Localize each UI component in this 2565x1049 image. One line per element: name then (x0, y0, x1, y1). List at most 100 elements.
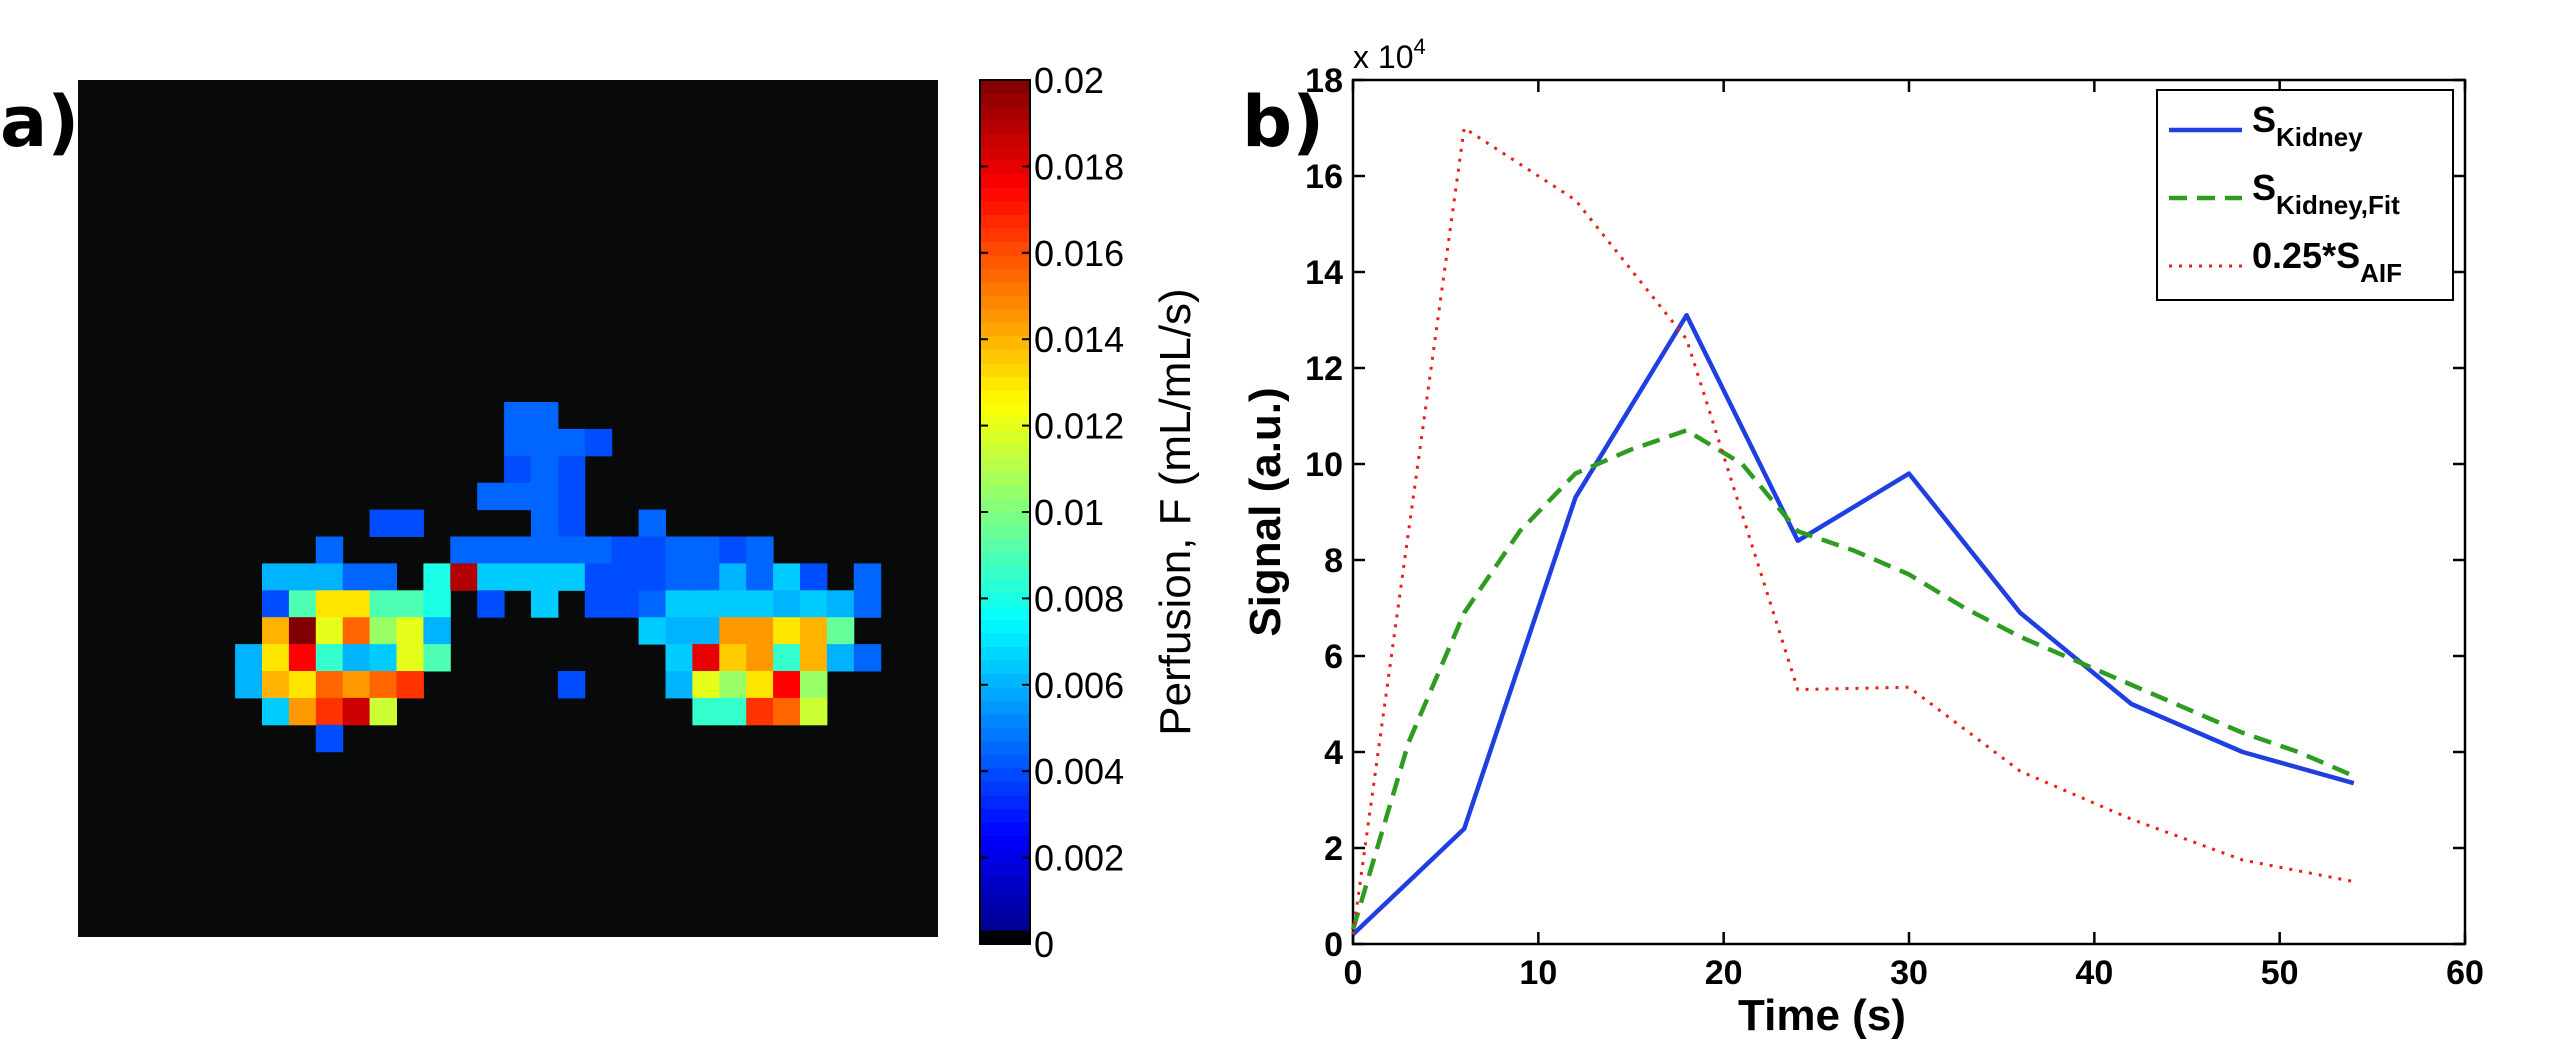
heatmap-cell (504, 563, 532, 591)
colorbar-segment (980, 296, 1030, 311)
colorbar-segment (980, 822, 1030, 837)
colorbar-segment (980, 647, 1030, 662)
heatmap-cell (800, 644, 828, 672)
heatmap-cell (800, 563, 828, 591)
heatmap-cell (665, 617, 693, 645)
colorbar-segment (980, 471, 1030, 486)
heatmap-cell (531, 402, 559, 430)
colorbar-segment (980, 458, 1030, 473)
heatmap-cell (342, 563, 371, 591)
heatmap-cell (369, 644, 397, 672)
heatmap-cell (315, 617, 344, 645)
heatmap-cell (584, 428, 613, 457)
colorbar-segment (980, 566, 1030, 581)
heatmap-cell (557, 455, 586, 484)
colorbar-segment (980, 485, 1030, 500)
heatmap-cell (504, 402, 532, 430)
colorbar-segment (980, 107, 1030, 122)
x-tick-label: 20 (1705, 954, 1743, 992)
heatmap-cell (288, 617, 317, 645)
colorbar-segment (980, 161, 1030, 176)
line-plot: 0 10 20 30 40 50 60024681012141618SKidneySKidn… (1305, 62, 2484, 992)
heatmap-cell (773, 697, 801, 726)
heatmap-cell (746, 617, 774, 645)
heatmap-cell (262, 590, 290, 618)
heatmap-cell (611, 590, 640, 618)
heatmap-cell (773, 671, 801, 699)
colorbar-tick-label: 0.01 (1034, 492, 1104, 533)
colorbar-segment (980, 660, 1030, 675)
heatmap-cell (719, 697, 747, 726)
heatmap-cells (235, 402, 882, 753)
heatmap-cell (315, 644, 344, 672)
heatmap-cell (531, 509, 559, 537)
colorbar-segment (980, 201, 1030, 216)
heatmap-cell (396, 644, 424, 672)
colorbar-segment (980, 174, 1030, 189)
colorbar-segment (980, 903, 1030, 918)
heatmap-cell (396, 617, 424, 645)
heatmap-cell (557, 671, 586, 699)
heatmap-cell (342, 644, 371, 672)
colorbar-label: Perfusion, F (mL/mL/s) (1151, 288, 1200, 735)
legend-label-sub: Kidney (2276, 122, 2363, 152)
heatmap-cell (665, 644, 693, 672)
colorbar-segment (980, 849, 1030, 864)
colorbar-segment (980, 579, 1030, 594)
colorbar-segment (980, 80, 1030, 95)
heatmap-cell (423, 590, 451, 618)
colorbar-tick-label: 0.008 (1034, 578, 1124, 619)
heatmap-cell (288, 644, 317, 672)
heatmap-cell (692, 671, 720, 699)
heatmap-cell (826, 590, 855, 618)
colorbar-segment (980, 552, 1030, 567)
heatmap-cell (369, 563, 397, 591)
x-axis-label: Time (s) (1738, 991, 1906, 1040)
heatmap-cell (719, 563, 747, 591)
colorbar-tick-label: 0.02 (1034, 60, 1104, 101)
heatmap-cell (584, 590, 613, 618)
heatmap-cell (665, 590, 693, 618)
colorbar-tick-label: 0.016 (1034, 233, 1124, 274)
colorbar-segment (980, 795, 1030, 810)
heatmap-cell (557, 482, 586, 511)
colorbar-segment (980, 269, 1030, 284)
y-tick-label: 0 (1324, 926, 1343, 964)
heatmap-cell (342, 590, 371, 618)
heatmap-cell (262, 617, 290, 645)
colorbar-segment (980, 809, 1030, 824)
legend-label-main: 0.25*S (2252, 235, 2360, 276)
heatmap-cell (826, 644, 855, 672)
heatmap-cell (288, 697, 317, 726)
heatmap-cell (692, 536, 720, 564)
colorbar-tick-label: 0.006 (1034, 665, 1124, 706)
heatmap-cell (692, 644, 720, 672)
colorbar-segment (980, 323, 1030, 338)
heatmap-cell (369, 671, 397, 699)
colorbar-segment (980, 228, 1030, 243)
heatmap-cell (746, 590, 774, 618)
heatmap-cell (611, 563, 640, 591)
heatmap-cell (638, 617, 666, 645)
colorbar-segment (980, 930, 1030, 945)
y-tick-label: 16 (1305, 158, 1343, 196)
heatmap-cell (315, 536, 344, 564)
heatmap-cell (719, 644, 747, 672)
heatmap-cell (719, 536, 747, 564)
heatmap-cell (288, 563, 317, 591)
colorbar-segment (980, 539, 1030, 554)
colorbar-segment (980, 134, 1030, 149)
y-tick-label: 10 (1305, 446, 1343, 484)
heatmap-cell (773, 590, 801, 618)
heatmap-cell (288, 590, 317, 618)
heatmap-cell (557, 536, 586, 564)
heatmap-cell (423, 617, 451, 645)
y-tick-label: 18 (1305, 62, 1343, 100)
series-line-1 (1351, 312, 2355, 937)
legend-label: SKidney (2252, 99, 2363, 152)
legend-label-sub: AIF (2360, 258, 2402, 288)
colorbar-segment (980, 498, 1030, 513)
heatmap-cell (423, 563, 451, 591)
heatmap-cell (719, 671, 747, 699)
